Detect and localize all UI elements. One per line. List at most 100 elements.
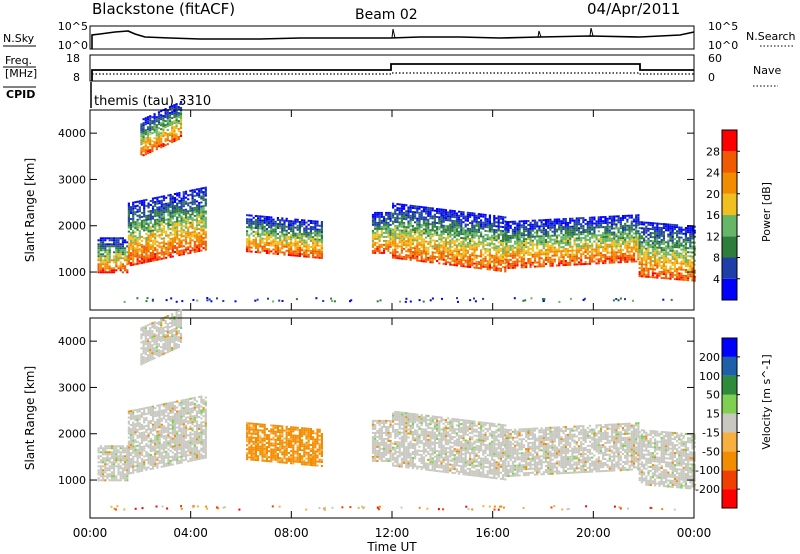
range-cell [248, 236, 251, 239]
range-cell [121, 263, 124, 266]
range-cell [591, 220, 594, 223]
range-cell [558, 248, 561, 251]
range-cell [254, 225, 257, 227]
range-cell [473, 256, 476, 259]
range-cell [392, 232, 395, 235]
range-cell [110, 237, 113, 240]
range-cell [630, 250, 633, 253]
range-cell [411, 211, 414, 213]
range-cell [149, 254, 152, 256]
range-cell [433, 219, 436, 222]
range-cell [374, 243, 377, 246]
range-cell [259, 245, 262, 248]
range-cell [182, 217, 185, 220]
range-cell [469, 248, 472, 250]
range-cell [599, 220, 603, 223]
range-cell [145, 300, 148, 303]
range-cell [144, 133, 147, 136]
range-cell [502, 226, 505, 229]
range-cell [540, 249, 543, 252]
range-cell [488, 214, 491, 217]
range-cell [414, 215, 417, 218]
range-cell [198, 238, 201, 240]
range-cell [533, 251, 537, 254]
colorbar-segment [722, 215, 737, 237]
range-cell [149, 258, 152, 260]
range-cell [651, 254, 654, 257]
range-cell [597, 244, 600, 247]
range-cell [418, 251, 421, 254]
range-cell [162, 211, 166, 214]
range-cell [418, 217, 421, 220]
range-cell [287, 224, 290, 226]
range-cell [442, 226, 445, 229]
range-cell [516, 264, 519, 267]
range-cell [409, 222, 412, 225]
range-cell [588, 228, 592, 231]
range-cell [547, 218, 550, 221]
range-cell [649, 264, 652, 266]
range-cell [632, 242, 636, 245]
range-cell [520, 226, 523, 229]
range-cell [464, 237, 467, 240]
range-cell [173, 130, 176, 133]
range-cell [312, 228, 315, 231]
range-cell [294, 234, 297, 237]
range-cell [529, 227, 532, 230]
colorbar-tick-label: 16 [706, 209, 720, 222]
range-cell [157, 141, 161, 144]
range-cell [499, 215, 502, 218]
range-cell [272, 224, 275, 227]
range-cell [566, 263, 570, 266]
range-cell [146, 138, 150, 141]
range-cell [586, 226, 589, 229]
range-cell [440, 216, 443, 219]
range-cell [460, 263, 463, 265]
range-cell [204, 212, 207, 215]
range-cell [460, 233, 463, 235]
range-cell [394, 232, 397, 235]
range-cell [604, 258, 607, 260]
range-cell [140, 153, 143, 156]
range-cell [285, 249, 288, 252]
range-cell [155, 126, 158, 129]
range-cell [540, 239, 543, 242]
range-cell [475, 214, 478, 217]
range-cell [398, 225, 401, 228]
range-cell [154, 213, 157, 216]
range-cell [473, 242, 476, 245]
range-cell [314, 220, 317, 223]
range-cell [433, 209, 436, 212]
range-cell [425, 224, 428, 227]
range-cell [509, 246, 512, 249]
range-cell [162, 121, 165, 124]
range-cell [104, 237, 107, 240]
range-cell [542, 298, 544, 300]
range-cell [420, 234, 423, 237]
range-cell [409, 238, 412, 241]
range-cell [169, 221, 172, 224]
range-cell [449, 217, 452, 220]
range-cell [673, 264, 676, 267]
range-cell [591, 236, 594, 239]
range-cell [193, 206, 196, 209]
range-cell [533, 225, 537, 228]
range-cell [411, 205, 414, 207]
range-cell [149, 232, 152, 234]
range-cell [189, 249, 192, 252]
range-cell [106, 249, 109, 252]
range-cell [320, 237, 323, 239]
range-cell [374, 223, 377, 226]
range-cell [635, 226, 638, 229]
range-cell [691, 273, 694, 276]
range-cell [593, 236, 596, 239]
range-cell [124, 269, 127, 272]
range-cell [374, 249, 377, 252]
range-cell [643, 269, 646, 272]
range-cell [411, 227, 414, 229]
range-cell [624, 228, 627, 231]
range-cell [398, 245, 401, 248]
range-cell [285, 235, 288, 238]
range-cell [140, 127, 143, 130]
range-cell [200, 201, 203, 204]
